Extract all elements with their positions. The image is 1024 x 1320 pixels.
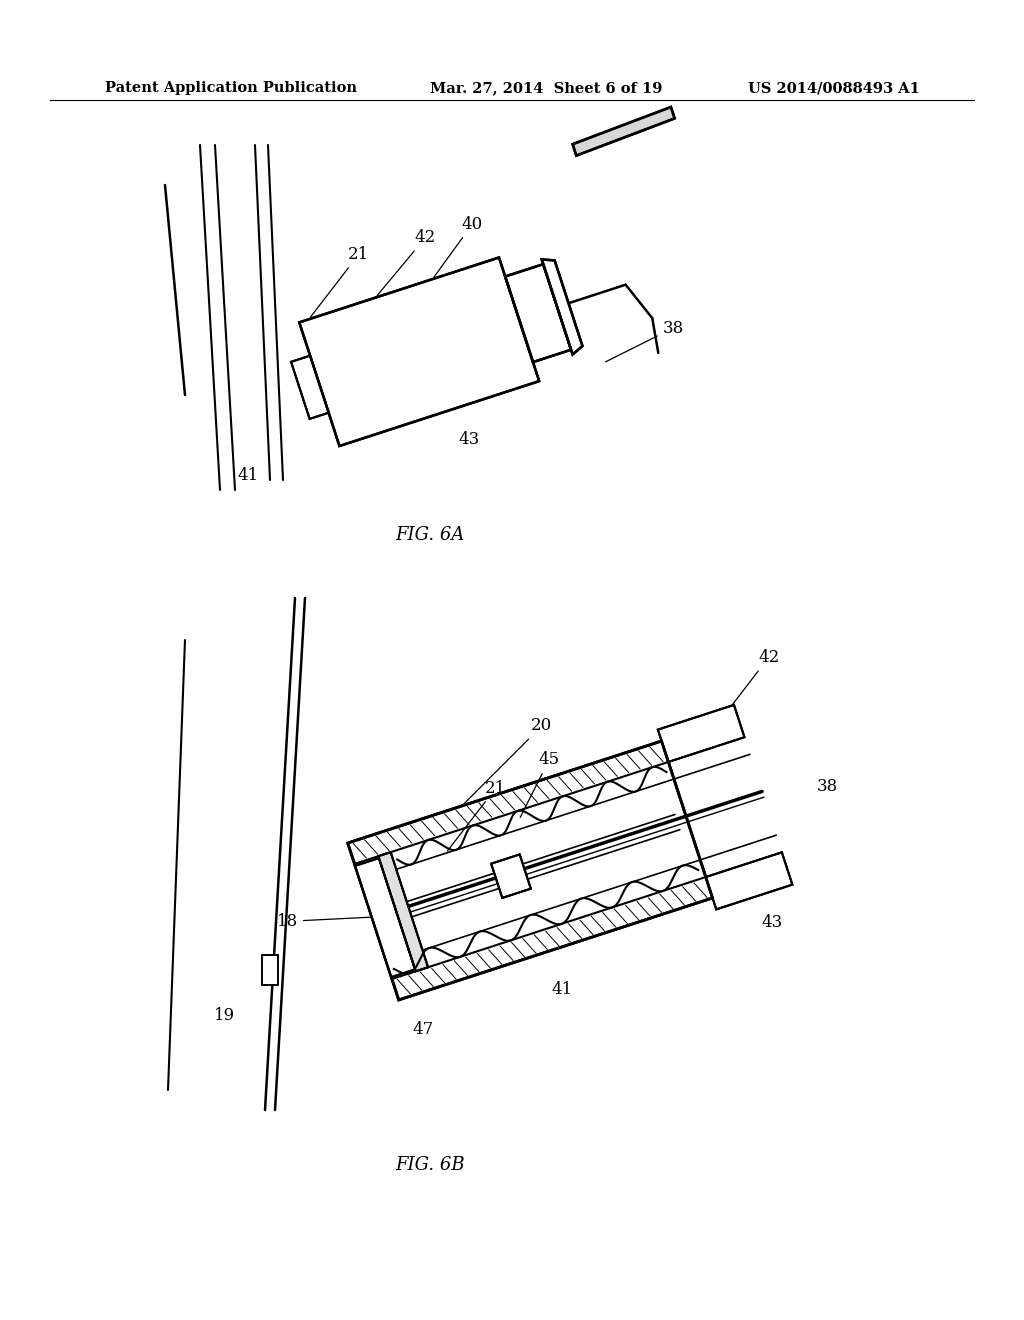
Text: Patent Application Publication: Patent Application Publication — [105, 81, 357, 95]
Text: US 2014/0088493 A1: US 2014/0088493 A1 — [749, 81, 920, 95]
Text: 45: 45 — [520, 751, 559, 817]
Text: 42: 42 — [377, 230, 436, 296]
Polygon shape — [542, 260, 583, 355]
Text: 38: 38 — [605, 319, 684, 362]
Text: 42: 42 — [720, 649, 779, 721]
Text: 18: 18 — [276, 913, 385, 929]
Text: 38: 38 — [817, 779, 839, 795]
Polygon shape — [572, 107, 675, 156]
Polygon shape — [706, 853, 793, 909]
Text: 43: 43 — [459, 430, 480, 447]
Polygon shape — [299, 257, 540, 446]
Polygon shape — [291, 355, 329, 418]
Text: FIG. 6B: FIG. 6B — [395, 1156, 465, 1173]
Text: 21: 21 — [310, 246, 370, 317]
Polygon shape — [348, 741, 713, 1001]
Text: 43: 43 — [761, 915, 782, 931]
Text: 47: 47 — [413, 1020, 434, 1038]
Polygon shape — [262, 954, 278, 985]
Text: 20: 20 — [464, 717, 553, 804]
Text: 41: 41 — [238, 467, 259, 484]
Text: 40: 40 — [434, 215, 483, 277]
Polygon shape — [355, 858, 415, 977]
Text: FIG. 6A: FIG. 6A — [395, 525, 465, 544]
Polygon shape — [378, 853, 428, 972]
Text: 21: 21 — [447, 780, 506, 851]
Text: Mar. 27, 2014  Sheet 6 of 19: Mar. 27, 2014 Sheet 6 of 19 — [430, 81, 663, 95]
Polygon shape — [505, 264, 571, 362]
Text: 41: 41 — [552, 981, 572, 998]
Polygon shape — [492, 854, 530, 898]
Polygon shape — [657, 705, 744, 762]
Text: 19: 19 — [214, 1007, 236, 1024]
